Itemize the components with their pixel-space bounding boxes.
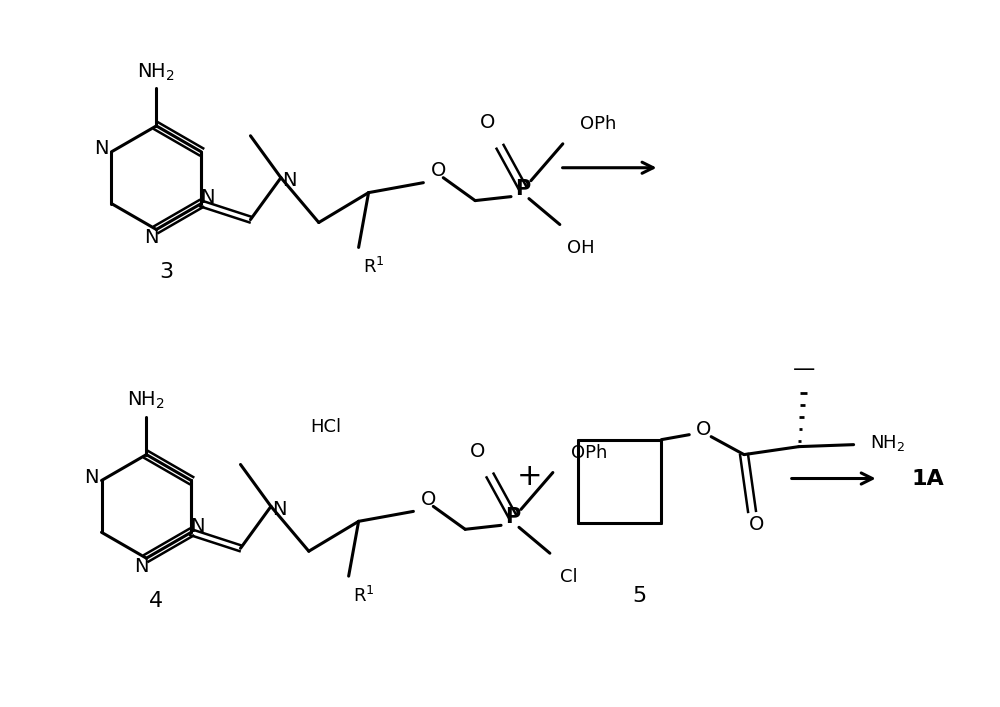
Text: R$^1$: R$^1$ [363,257,384,277]
Text: N: N [200,188,214,207]
Text: HCl: HCl [310,418,341,436]
Text: OPh: OPh [571,443,607,462]
Text: O: O [749,515,765,534]
Text: N: N [94,139,109,158]
Text: O: O [479,113,495,132]
Text: NH$_2$: NH$_2$ [127,390,165,411]
Text: 1A: 1A [912,469,945,489]
Text: O: O [421,490,436,509]
Text: N: N [282,171,296,190]
Text: NH$_2$: NH$_2$ [137,62,175,83]
Text: 5: 5 [632,586,647,606]
Text: R$^1$: R$^1$ [353,586,374,606]
Text: O: O [696,420,711,439]
Text: OH: OH [567,240,595,257]
Text: N: N [272,500,286,519]
Text: N: N [134,556,149,575]
Text: N: N [190,517,204,536]
Text: 3: 3 [159,262,173,282]
Text: +: + [517,462,543,491]
Text: P: P [515,179,531,199]
Text: O: O [469,442,485,461]
Text: N: N [84,468,99,487]
Text: P: P [505,508,521,527]
Text: NH$_2$: NH$_2$ [870,433,905,452]
Text: 4: 4 [149,591,163,611]
Text: —: — [793,359,815,379]
Text: N: N [144,228,159,247]
Text: Cl: Cl [560,568,578,586]
Text: O: O [431,161,446,180]
Text: OPh: OPh [580,115,617,133]
